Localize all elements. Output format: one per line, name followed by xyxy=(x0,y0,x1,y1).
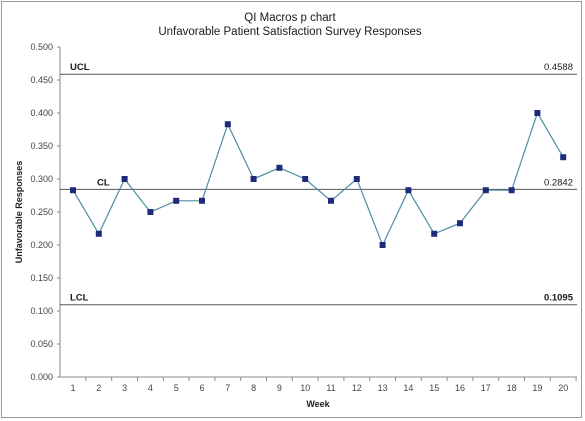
data-point xyxy=(482,187,489,194)
y-tick-label: 0.300 xyxy=(30,174,53,184)
y-tick-label: 0.150 xyxy=(30,273,53,283)
x-tick-label: 4 xyxy=(148,383,153,393)
x-tick-label: 8 xyxy=(251,383,256,393)
data-point xyxy=(70,187,76,194)
y-tick-label: 0.450 xyxy=(30,75,53,85)
x-tick-label: 16 xyxy=(455,383,465,393)
lcl-label: LCL xyxy=(70,293,89,304)
x-tick-label: 10 xyxy=(300,383,310,393)
x-tick-label: 6 xyxy=(199,383,204,393)
x-tick-label: 18 xyxy=(507,383,517,393)
x-tick-label: 7 xyxy=(225,383,230,393)
chart-title: QI Macros p chart xyxy=(244,12,336,24)
data-point xyxy=(95,230,102,237)
data-point xyxy=(250,176,257,182)
y-tick-label: 0.100 xyxy=(30,306,53,316)
data-point xyxy=(534,110,541,116)
x-tick-label: 3 xyxy=(122,383,127,393)
x-tick-label: 12 xyxy=(352,383,362,393)
y-tick-label: 0.250 xyxy=(30,207,53,217)
x-tick-label: 15 xyxy=(429,383,439,393)
ucl-label: UCL xyxy=(70,62,90,73)
x-tick-label: 9 xyxy=(277,383,282,393)
data-point xyxy=(173,197,180,204)
chart-subtitle: Unfavorable Patient Satisfaction Survey … xyxy=(158,26,422,38)
ucl-value: 0.4588 xyxy=(544,62,573,73)
x-tick-label: 2 xyxy=(96,383,101,393)
data-point xyxy=(457,220,463,227)
data-point xyxy=(431,230,438,237)
data-point xyxy=(508,187,515,194)
series-line xyxy=(72,111,564,247)
y-axis-ticks: 0.000 0.050 0.100 0.150 0.200 0.250 0.300 0.350… xyxy=(30,42,60,382)
y-tick-label: 0.500 xyxy=(30,42,53,52)
y-tick-label: 0.050 xyxy=(30,339,53,349)
x-tick-label: 1 xyxy=(70,383,75,393)
x-tick-label: 13 xyxy=(378,383,388,393)
cl-value: 0.2842 xyxy=(544,177,573,188)
x-axis-ticks: 1 2 3 4 5 6 7 8 9 10 11 12 13 14 15 16 17 18 19 20 xyxy=(70,377,577,393)
lcl-value: 0.1095 xyxy=(544,293,574,304)
data-series xyxy=(70,110,567,248)
x-tick-label: 5 xyxy=(174,383,179,393)
control-lines: UCL 0.4588 CL 0.2842 LCL 0.1095 xyxy=(60,62,577,306)
data-point xyxy=(199,197,205,204)
y-tick-label: 0.200 xyxy=(30,240,53,250)
x-tick-label: 17 xyxy=(481,383,491,393)
x-tick-label: 14 xyxy=(403,383,413,393)
x-tick-label: 20 xyxy=(558,383,568,393)
y-tick-label: 0.400 xyxy=(30,108,53,118)
x-axis-title: Week xyxy=(306,399,330,409)
data-point xyxy=(147,209,154,215)
y-axis-title: Unfavorable Responses xyxy=(14,161,24,264)
cl-label: CL xyxy=(97,177,110,188)
data-point xyxy=(405,187,412,194)
data-point xyxy=(560,154,567,161)
x-tick-label: 19 xyxy=(532,383,542,393)
y-tick-label: 0.000 xyxy=(30,372,53,382)
y-tick-label: 0.350 xyxy=(30,141,53,151)
data-point xyxy=(302,176,309,182)
x-tick-label: 11 xyxy=(326,383,335,393)
data-point xyxy=(121,176,128,182)
data-point xyxy=(224,121,231,128)
data-point xyxy=(379,242,386,248)
data-point xyxy=(276,164,283,171)
data-point xyxy=(353,176,360,182)
data-point xyxy=(328,197,334,204)
